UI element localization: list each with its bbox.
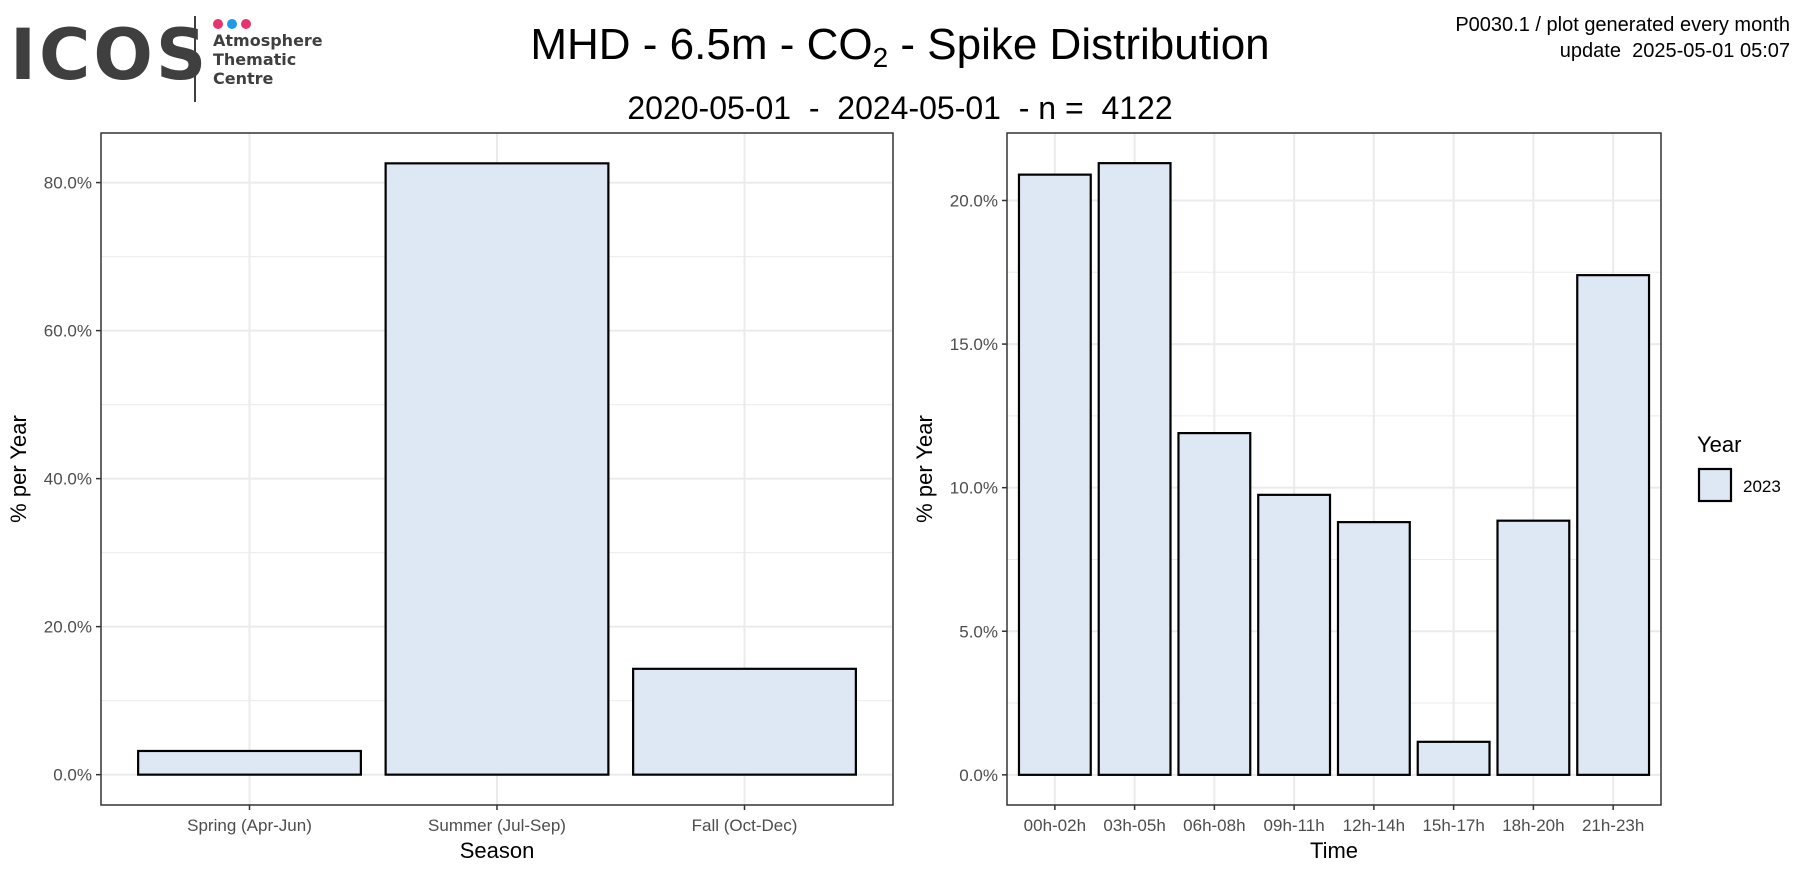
y-tick-label: 60.0% [44, 322, 92, 341]
panel-2 [1002, 132, 1733, 810]
page-subtitle: 2020-05-01 - 2024-05-01 - n = 4122 [627, 90, 1173, 126]
icos-logo: ICOS Atmosphere Thematic Centre [10, 14, 330, 106]
logo-wordmark: ICOS [10, 14, 210, 96]
x-axis-title: Season [460, 838, 535, 863]
x-tick-label: 03h-05h [1103, 816, 1165, 835]
y-tick-label: 40.0% [44, 470, 92, 489]
x-tick-label: Spring (Apr-Jun) [187, 816, 312, 835]
logo-line-3: Centre [213, 69, 274, 88]
x-tick-label: 15h-17h [1422, 816, 1484, 835]
logo-subtitle: Atmosphere Thematic Centre [213, 31, 323, 88]
panel-1 [96, 132, 894, 810]
bar-5 [1336, 521, 1411, 776]
bar-8 [1576, 274, 1651, 776]
x-axis-title: Time [1310, 838, 1358, 863]
logo-divider [194, 16, 196, 102]
logo-dot-3 [241, 19, 251, 29]
title-subscript: 2 [872, 42, 889, 73]
x-tick-label: 12h-14h [1343, 816, 1405, 835]
logo-dots [213, 16, 255, 29]
logo-line-1: Atmosphere [213, 31, 323, 50]
plot-meta: P0030.1 / plot generated every month upda… [1455, 12, 1790, 64]
y-tick-label: 80.0% [44, 174, 92, 193]
page-title: MHD - 6.5m - CO2 - Spike Distribution [0, 18, 1800, 85]
logo-dot-2 [227, 19, 237, 29]
x-tick-label: Fall (Oct-Dec) [692, 816, 798, 835]
bar-1 [1017, 173, 1092, 776]
bar-2 [384, 162, 610, 776]
y-tick-label: 0.0% [53, 766, 92, 785]
bar-1 [137, 749, 362, 776]
bar-7 [1496, 519, 1571, 776]
y-axis-title: % per Year [6, 415, 31, 523]
y-tick-label: 15.0% [950, 335, 998, 354]
x-tick-label: 00h-02h [1024, 816, 1086, 835]
title-tail: - Spike Distribution [888, 20, 1270, 69]
bar-4 [1257, 493, 1332, 776]
bar-3 [632, 667, 857, 776]
logo-line-2: Thematic [213, 50, 297, 69]
legend-title: Year [1697, 432, 1741, 457]
legend-swatch [1697, 467, 1733, 503]
meta-line-2: update 2025-05-01 05:07 [1559, 40, 1790, 62]
y-tick-label: 20.0% [950, 191, 998, 210]
y-tick-label: 20.0% [44, 618, 92, 637]
panel-border [1006, 132, 1662, 806]
x-tick-label: 09h-11h [1264, 816, 1325, 835]
title-main: MHD - 6.5m - CO [530, 20, 873, 69]
y-axis-title: % per Year [912, 415, 937, 523]
y-tick-label: 10.0% [950, 479, 998, 498]
x-tick-label: 06h-08h [1183, 816, 1245, 835]
x-tick-label: Summer (Jul-Sep) [428, 816, 566, 835]
logo-dot-1 [213, 19, 223, 29]
x-tick-label: 18h-20h [1502, 816, 1564, 835]
meta-line-1: P0030.1 / plot generated every month [1455, 14, 1790, 36]
y-tick-label: 0.0% [959, 766, 998, 785]
legend-label: 2023 [1743, 477, 1781, 496]
bar-2 [1097, 162, 1172, 776]
bar-3 [1177, 432, 1252, 776]
x-tick-label: 21h-23h [1582, 816, 1644, 835]
y-tick-label: 5.0% [959, 622, 998, 641]
bar-6 [1416, 740, 1491, 776]
